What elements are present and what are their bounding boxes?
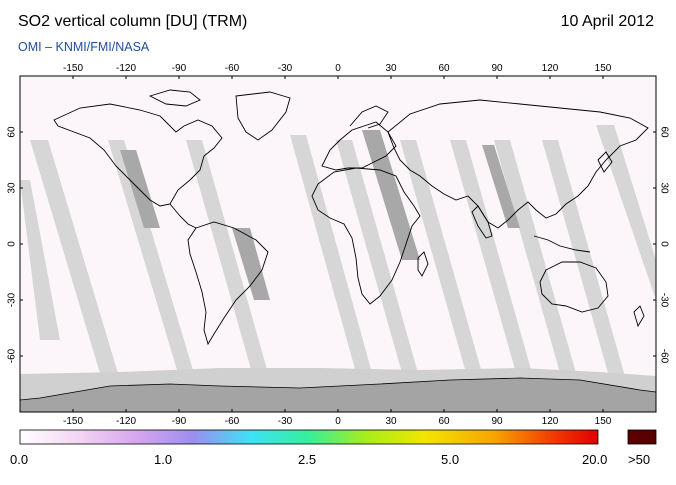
map-title: SO2 vertical column [DU] (TRM) <box>18 13 248 30</box>
colorbar-label-3: 5.0 <box>441 452 460 467</box>
lon-tick-label: 60 <box>438 416 450 427</box>
antarctica <box>20 377 656 412</box>
swath-dark <box>482 145 520 228</box>
colorbar-label-4: 20.0 <box>582 452 608 467</box>
coast-scandinavia <box>349 105 389 129</box>
lon-tick-label: 60 <box>438 63 450 74</box>
axis-ticks <box>20 76 656 412</box>
coast-arctic-islands <box>148 89 201 107</box>
lat-labels-left: 60 30 0 -30 -60 <box>7 126 18 363</box>
coast-australia <box>539 261 609 313</box>
lat-tick-label: 60 <box>658 126 669 138</box>
coast-asia <box>387 99 649 229</box>
colorbar-overflow-swatch <box>627 429 657 445</box>
lon-tick-label: -30 <box>278 63 293 74</box>
swath-dark-segments <box>120 130 520 300</box>
swath-dark <box>120 150 160 228</box>
coast-south-america <box>187 221 269 346</box>
coast-central-america <box>169 203 197 229</box>
lon-tick-label: 30 <box>385 416 397 427</box>
swath-gap <box>542 140 626 380</box>
coast-greenland <box>235 91 291 141</box>
lon-tick-label: 90 <box>491 416 503 427</box>
swath-gap <box>400 140 484 380</box>
coastlines <box>53 89 649 346</box>
swath-gap <box>494 140 578 380</box>
data-credit: OMI – KNMI/FMI/NASA <box>18 40 150 54</box>
lat-tick-label: -30 <box>658 293 669 308</box>
coast-north-america <box>53 103 223 207</box>
coast-japan <box>597 151 613 173</box>
lon-labels-bottom: -150 -120 -90 -60 -30 0 30 60 90 120 150 <box>63 416 612 427</box>
lat-labels-right: 60 30 0 -30 -60 <box>658 126 669 363</box>
coast-new-zealand <box>633 305 645 328</box>
coast-europe <box>321 121 397 171</box>
map-date: 10 April 2012 <box>560 13 654 30</box>
lat-tick-label: 30 <box>7 182 18 194</box>
swath-gap <box>450 140 534 380</box>
lon-tick-label: 120 <box>542 63 559 74</box>
lon-tick-label: -30 <box>278 416 293 427</box>
lon-tick-label: -90 <box>172 63 187 74</box>
swath-gap <box>186 140 270 380</box>
coast-indonesia <box>533 235 591 253</box>
lat-tick-label: -60 <box>658 349 669 364</box>
swath-gap <box>30 140 120 380</box>
lon-tick-label: 90 <box>491 63 503 74</box>
lon-tick-label: 150 <box>595 416 612 427</box>
colorbar-label-1: 1.0 <box>154 452 173 467</box>
colorbar <box>19 429 599 445</box>
lat-tick-label: 0 <box>658 241 669 247</box>
coast-africa <box>311 167 421 305</box>
lon-tick-label: -60 <box>225 416 240 427</box>
colorbar-label-2: 2.5 <box>298 452 317 467</box>
lon-tick-label: 0 <box>335 63 341 74</box>
lon-tick-label: -120 <box>116 416 136 427</box>
lon-labels-top: -150 -120 -90 -60 -30 0 30 60 90 120 150 <box>63 63 612 74</box>
coast-madagascar <box>417 251 429 277</box>
colorbar-label-0: 0.0 <box>10 452 29 467</box>
map-background <box>20 76 656 412</box>
swath-gaps <box>20 125 656 380</box>
swath-gap <box>290 135 374 380</box>
swath-dark <box>232 228 270 300</box>
swath-gap <box>336 140 420 380</box>
swath-dark <box>362 130 420 260</box>
lat-tick-label: 0 <box>7 241 18 247</box>
lon-tick-label: 150 <box>595 63 612 74</box>
lat-tick-label: 30 <box>658 182 669 194</box>
lon-tick-label: -150 <box>63 63 83 74</box>
lat-tick-label: 60 <box>7 126 18 138</box>
lon-tick-label: 30 <box>385 63 397 74</box>
colorbar-overflow-label: >50 <box>628 452 651 467</box>
coast-india <box>471 205 493 239</box>
lon-tick-label: -150 <box>63 416 83 427</box>
lon-tick-label: -90 <box>172 416 187 427</box>
lat-tick-label: -30 <box>7 292 18 307</box>
lon-tick-label: -60 <box>225 63 240 74</box>
swath-gap <box>596 125 656 300</box>
lon-tick-label: 0 <box>335 416 341 427</box>
swath-gap <box>20 180 60 340</box>
lon-tick-label: 120 <box>542 416 559 427</box>
lon-tick-label: -120 <box>116 63 136 74</box>
lat-tick-label: -60 <box>7 348 18 363</box>
swath-gap <box>108 140 196 380</box>
